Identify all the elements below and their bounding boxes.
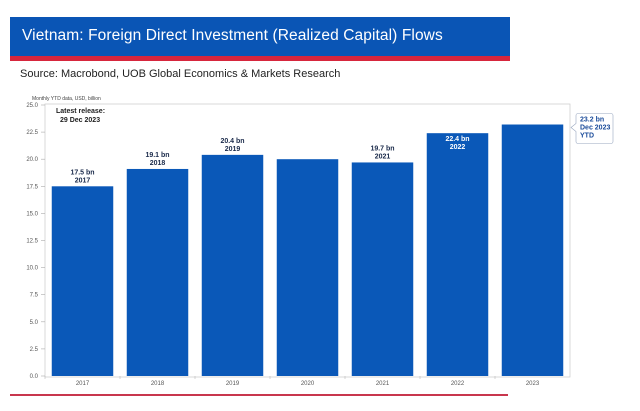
y-tick-label: 17.5: [26, 184, 38, 190]
bar-data-label: 2017: [75, 177, 91, 184]
y-tick-label: 20.0: [26, 157, 38, 163]
bar-data-label: 17.5 bn: [70, 169, 94, 176]
x-tick-label: 2022: [451, 381, 465, 387]
y-tick-label: 12.5: [26, 239, 38, 245]
bar-data-label: 2021: [375, 153, 391, 160]
y-tick-label: 5.0: [30, 320, 39, 326]
bar-data-label: 20.4 bn: [220, 138, 244, 145]
unit-note: Monthly YTD data, USD, billion: [32, 96, 101, 102]
bar: [126, 168, 189, 376]
x-tick-label: 2021: [376, 381, 390, 387]
x-tick-label: 2020: [301, 381, 315, 387]
bar: [51, 186, 114, 376]
callout-box: [570, 113, 614, 144]
callout-label: Dec 2023: [580, 125, 610, 132]
release-label: Latest release:: [56, 108, 105, 115]
release-date: 29 Dec 2023: [60, 117, 100, 124]
page-title: Vietnam: Foreign Direct Investment (Real…: [22, 27, 443, 44]
bar: [501, 124, 564, 377]
y-tick-label: 0.0: [30, 374, 39, 380]
bar-data-label: 19.7 bn: [370, 145, 394, 152]
y-tick-label: 15.0: [26, 211, 38, 217]
bar: [426, 133, 489, 376]
y-tick-label: 2.5: [30, 347, 39, 353]
x-tick-label: 2019: [226, 381, 240, 387]
x-tick-label: 2017: [76, 381, 90, 387]
callout-label: YTD: [580, 133, 594, 140]
source-note: Source: Macrobond, UOB Global Economics …: [20, 68, 341, 80]
bar: [201, 154, 264, 376]
bar-data-label: 19.1 bn: [145, 152, 169, 159]
x-tick-label: 2018: [151, 381, 165, 387]
y-tick-label: 7.5: [30, 293, 39, 299]
bar-data-label: 2019: [225, 146, 241, 153]
bar-data-label: 2018: [150, 160, 166, 167]
bar: [351, 162, 414, 376]
y-tick-label: 25.0: [26, 103, 38, 109]
bar-data-label: 22.4 bn: [445, 136, 469, 143]
bottom-divider: [10, 394, 508, 396]
y-tick-label: 10.0: [26, 266, 38, 272]
x-tick-label: 2023: [526, 381, 540, 387]
title-underline: [10, 56, 510, 61]
y-tick-label: 22.5: [26, 130, 38, 136]
title-banner: [10, 17, 510, 57]
callout-label: 23.2 bn: [580, 117, 604, 124]
bar: [276, 159, 339, 376]
bar-data-label: 2022: [450, 144, 466, 151]
